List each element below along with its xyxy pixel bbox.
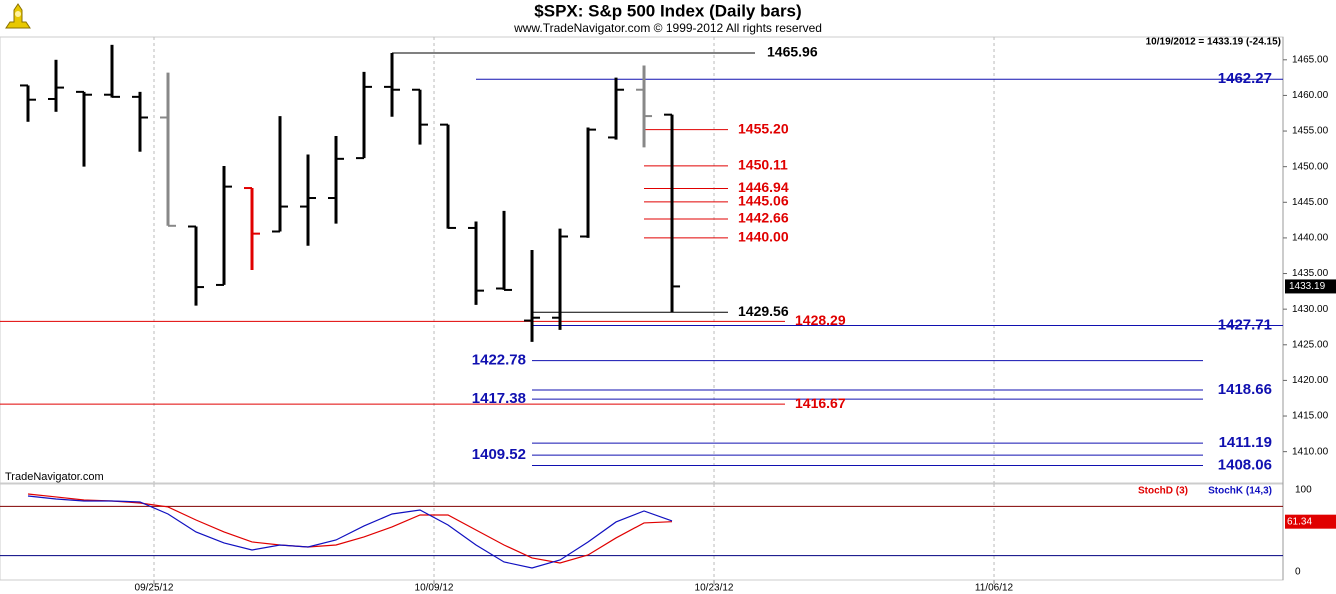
last-price-box (1285, 279, 1336, 294)
y-tick-label: 1410.00 (1292, 446, 1329, 457)
legend-entry: StochK (14,3) (1208, 486, 1272, 497)
level-label: 1428.29 (795, 312, 846, 328)
level-label: 1455.20 (738, 120, 789, 136)
stoch-panel (0, 483, 1284, 581)
level-label: 1417.38 (472, 390, 526, 407)
last-price-label: 1433.19 (1289, 281, 1326, 292)
level-label: 1408.06 (1218, 456, 1272, 473)
last-value-box (1285, 514, 1336, 529)
x-tick-label: 10/09/12 (415, 583, 454, 594)
level-label: 1442.66 (738, 210, 789, 226)
y-tick-label: 1445.00 (1292, 197, 1329, 208)
y-tick-label: 1430.00 (1292, 304, 1329, 315)
y-tick-label: 1440.00 (1292, 233, 1329, 244)
level-label: 1450.11 (738, 157, 788, 173)
logo (5, 3, 31, 29)
stoch-line (27, 493, 673, 564)
info-text: 10/19/2012 = 1433.19 (-24.15) (1146, 37, 1281, 48)
level-label: 1411.19 (1219, 434, 1272, 451)
level-label: 1422.78 (472, 352, 526, 369)
level-label: 1429.56 (738, 303, 789, 319)
y-tick-label: 1420.00 (1292, 375, 1329, 386)
x-tick-label: 09/25/12 (135, 583, 174, 594)
x-tick-label: 10/23/12 (695, 583, 734, 594)
price-panel (0, 36, 1284, 484)
level-label: 1418.66 (1218, 381, 1272, 398)
x-tick-label: 11/06/12 (975, 583, 1014, 594)
stoch-line (27, 495, 673, 569)
y-tick-label: 0 (1295, 567, 1301, 578)
y-tick-label: 1450.00 (1292, 161, 1329, 172)
watermark: TradeNavigator.com (5, 471, 104, 483)
level-label: 1440.00 (738, 229, 789, 245)
y-tick-label: 100 (1295, 485, 1312, 496)
y-tick-label: 1460.00 (1292, 90, 1329, 101)
y-tick-label: 1435.00 (1292, 268, 1329, 279)
y-tick-label: 1465.00 (1292, 54, 1329, 65)
level-label: 1446.94 (738, 179, 789, 195)
level-label: 1462.27 (1218, 70, 1272, 87)
level-label: 1445.06 (738, 193, 789, 209)
level-label: 1427.71 (1218, 316, 1272, 333)
chart-title: $SPX: S&p 500 Index (Daily bars) (534, 1, 801, 20)
y-tick-label: 1425.00 (1292, 339, 1329, 350)
y-tick-label: 1415.00 (1292, 411, 1329, 422)
legend-entry: StochD (3) (1138, 486, 1188, 497)
level-label: 1465.96 (767, 44, 818, 60)
level-label: 1409.52 (472, 446, 526, 463)
y-tick-label: 1455.00 (1292, 126, 1329, 137)
chart-subtitle: www.TradeNavigator.com © 1999-2012 All r… (513, 21, 822, 35)
level-label: 1416.67 (795, 395, 846, 411)
last-value-label: 61.34 (1287, 516, 1312, 527)
